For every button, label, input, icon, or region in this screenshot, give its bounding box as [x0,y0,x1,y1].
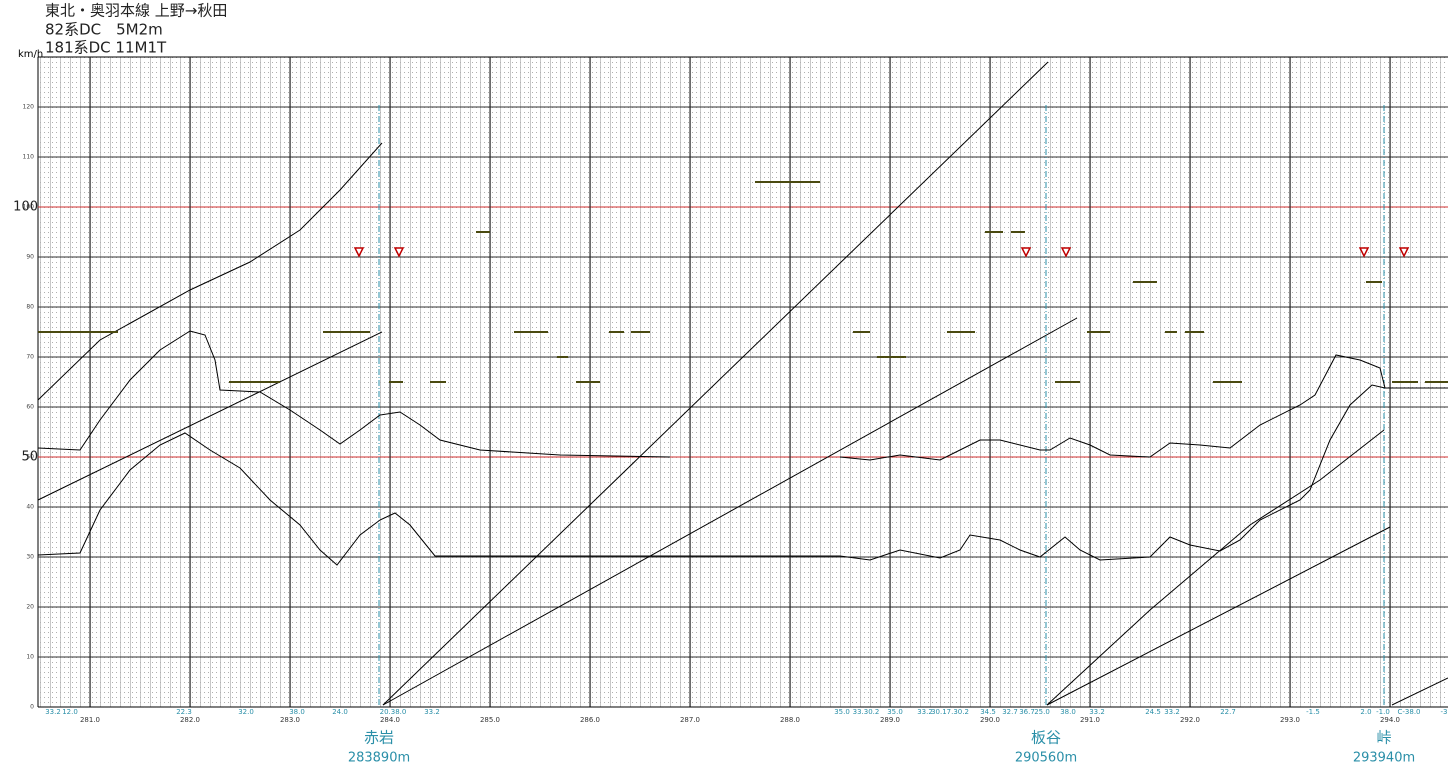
station-km: 290560m [1015,751,1077,766]
x-tick-label: 289.0 [880,716,900,724]
y-axis-label: km/h [18,49,43,60]
subtitle: 82系DC 5M2m [45,21,163,39]
gradient-label: C-38.0 [1398,708,1421,716]
y-tick-label: 120 [23,104,35,111]
curve [839,354,1448,461]
y-tick-label: 100 [23,204,35,211]
x-tick-label: 291.0 [1080,716,1100,724]
curve [1391,677,1448,706]
signal-marker [1020,247,1032,258]
y-tick-label: 20 [26,604,34,611]
x-tick-label: 286.0 [580,716,600,724]
gradient-label: 33.2 [917,708,933,716]
curve [382,317,1078,706]
gradient-label: 25.0 [1034,708,1050,716]
curve [1046,429,1385,706]
gradient-label: 33.30.2 [853,708,880,716]
x-tick-label: 284.0 [380,716,400,724]
gradient-label: 32.0 [238,708,254,716]
gradient-label: 24.5 [1145,708,1161,716]
gradient-label: -1.0 [1376,708,1390,716]
gradient-label: 33.2 [424,708,440,716]
signal-marker [353,247,365,258]
y-tick-label: 30 [26,554,34,561]
y-tick-label: 80 [26,304,34,311]
y-tick-label: 60 [26,404,34,411]
gradient-label: 35.0 [834,708,850,716]
y-tick-label: 70 [26,354,34,361]
gradient-label: 12.0 [62,708,78,716]
curve [382,61,1049,706]
gradient-label: 30.17.30.2 [931,708,969,716]
gradient-label: 24.0 [332,708,348,716]
gradient-label: 38.0 [1060,708,1076,716]
y-tick-label: 110 [23,154,35,161]
signal-marker [1358,247,1370,258]
curve [37,384,1386,566]
gradient-label: 20.38.0 [380,708,407,716]
station-km: 283890m [348,751,410,766]
gradient-label: -3 [1441,708,1448,716]
subtitle: 181系DC 11M1T [45,39,167,57]
curve [37,331,383,501]
x-tick-label: 281.0 [80,716,100,724]
station-name: 赤岩 [364,729,394,747]
gradient-label: 22.3 [176,708,192,716]
speed-label: 50 [21,450,38,465]
curve [37,330,671,458]
gradient-label: 36.7 [1019,708,1035,716]
x-tick-label: 290.0 [980,716,1000,724]
gradient-label: 33.2 [1089,708,1105,716]
gradient-label: 2.0 [1360,708,1371,716]
y-tick-label: 10 [26,654,34,661]
signal-marker [1060,247,1072,258]
x-tick-label: 282.0 [180,716,200,724]
x-tick-label: 292.0 [1180,716,1200,724]
x-tick-label: 288.0 [780,716,800,724]
curve [1046,526,1391,706]
station-name: 峠 [1376,729,1391,747]
gradient-label: 22.7 [1220,708,1236,716]
x-tick-label: 283.0 [280,716,300,724]
x-tick-label: 287.0 [680,716,700,724]
x-tick-label: 293.0 [1280,716,1300,724]
gradient-label: -1.5 [1306,708,1320,716]
y-tick-label: 0 [30,704,34,711]
gradient-label: 33.2 [1164,708,1180,716]
x-tick-label: 294.0 [1380,716,1400,724]
signal-marker [1398,247,1410,258]
station-km: 293940m [1353,751,1415,766]
gradient-label: 33.2 [45,708,61,716]
y-tick-label: 90 [26,254,34,261]
gradient-label: 35.0 [887,708,903,716]
speed-label: 100 [13,200,38,215]
y-tick-label: 40 [26,504,34,511]
chart-title: 東北・奥羽本線 上野→秋田 [45,2,227,20]
x-tick-label: 285.0 [480,716,500,724]
signal-marker [393,247,405,258]
gradient-label: 32.7 [1002,708,1018,716]
y-tick-label: 50 [26,454,34,461]
station-name: 板谷 [1031,729,1061,747]
curve [37,142,383,401]
gradient-label: 38.0 [289,708,305,716]
gradient-label: 34.5 [980,708,996,716]
